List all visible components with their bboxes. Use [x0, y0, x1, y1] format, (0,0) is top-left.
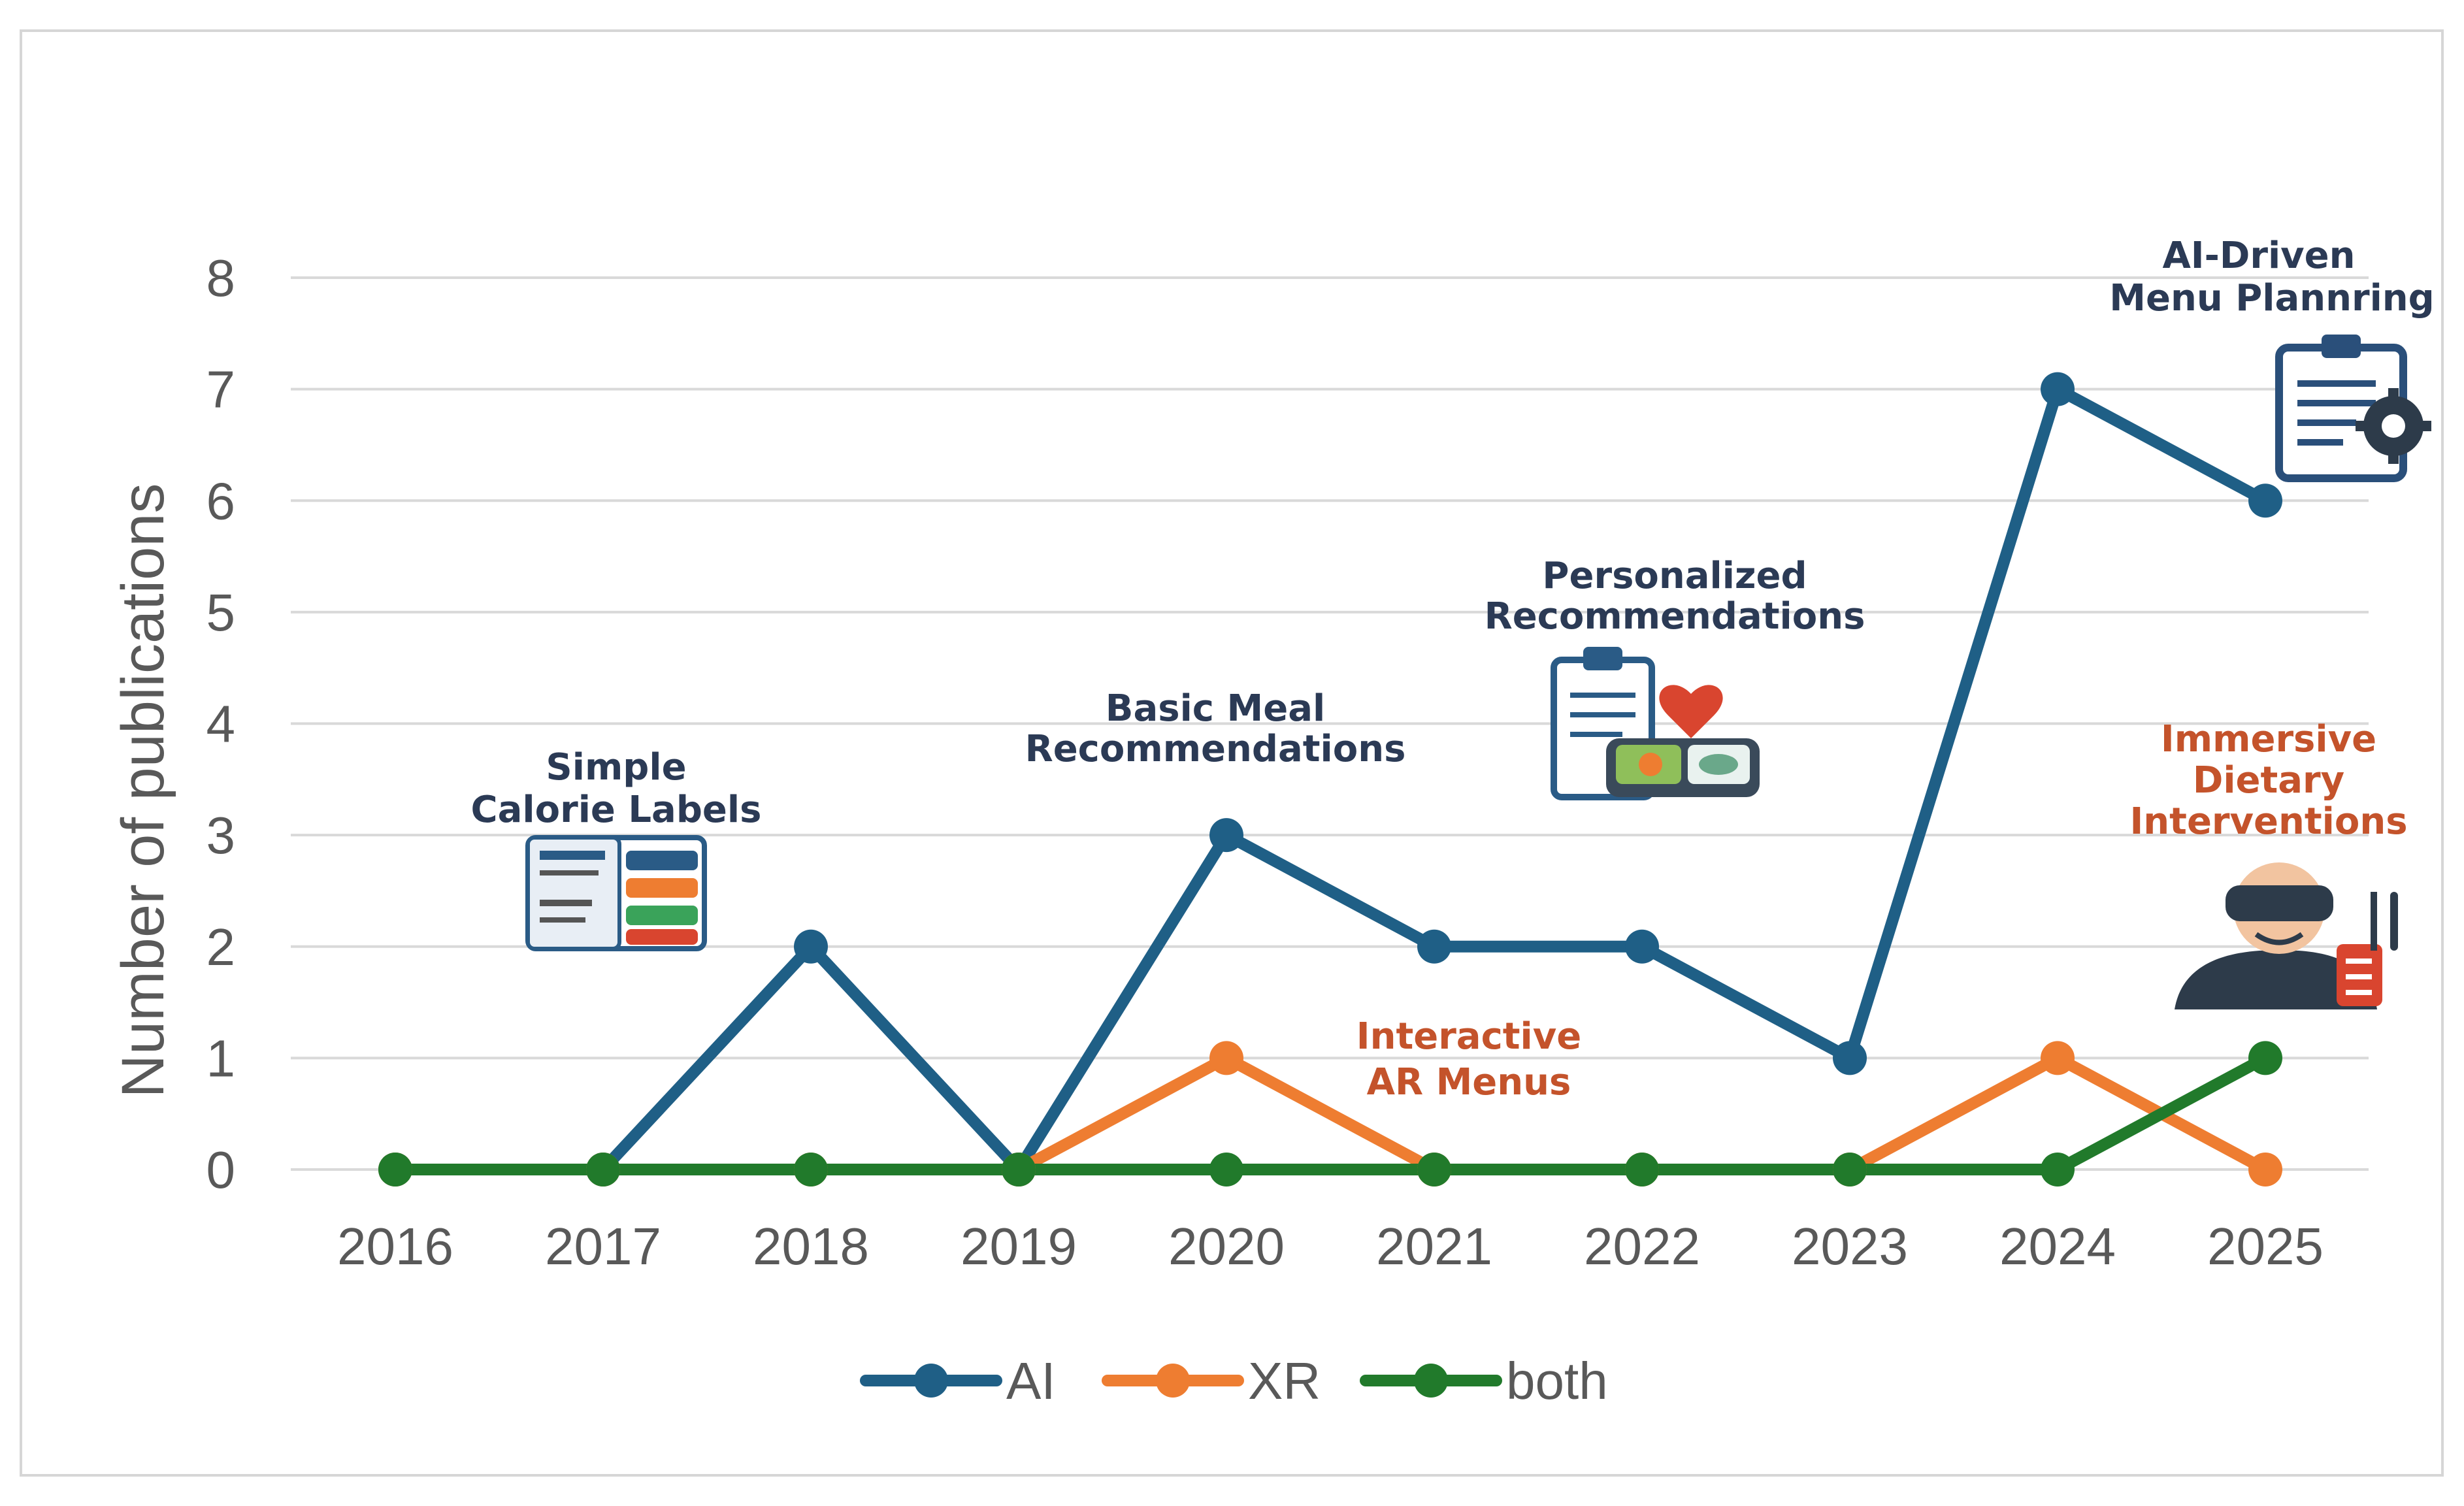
annotation-interactive-ar-menus: Interactive AR Menus	[1356, 1015, 1582, 1104]
clipboard-gear-icon	[2275, 335, 2431, 482]
legend-swatch-marker	[1414, 1364, 1448, 1398]
data-point-both	[1625, 1153, 1659, 1187]
x-tick-label: 2024	[1999, 1217, 2116, 1275]
x-tick-label: 2016	[337, 1217, 453, 1275]
annotation-text: Simple	[546, 746, 686, 789]
annotation-text: Basic Meal	[1106, 687, 1325, 730]
series-markers	[378, 372, 2282, 1187]
series-line-both	[389, 1052, 2271, 1175]
annotation-text: AR Menus	[1367, 1061, 1571, 1104]
y-tick-label: 8	[206, 249, 236, 307]
data-point-ai	[2041, 372, 2075, 406]
data-point-xr	[2248, 1153, 2282, 1187]
y-tick-label: 7	[206, 361, 236, 419]
y-tick-label: 3	[206, 806, 236, 864]
annotation-text: Personalized	[1542, 555, 1807, 597]
data-point-ai	[1625, 929, 1659, 964]
data-point-ai	[1209, 818, 1243, 853]
x-tick-label: 2019	[961, 1217, 1077, 1275]
annotation-text: Recommendations	[1485, 595, 1865, 638]
data-point-both	[586, 1153, 620, 1187]
data-point-both	[1002, 1153, 1036, 1187]
annotation-text: Calorie Labels	[471, 789, 762, 831]
legend-item-xr: XR	[1102, 1352, 1321, 1410]
x-tick-label: 2017	[545, 1217, 661, 1275]
legend-label: both	[1506, 1352, 1608, 1410]
data-point-both	[1209, 1153, 1243, 1187]
annotation-text: Interactive	[1356, 1015, 1582, 1058]
clipboard-food-tray-icon	[1551, 647, 1760, 800]
chart-frame	[20, 29, 2444, 1477]
y-tick-label: 0	[206, 1141, 236, 1199]
annotation-text: Recommendations	[1025, 728, 1406, 770]
series-lines	[389, 383, 2271, 1175]
annotation-text: Immersive	[2161, 718, 2376, 761]
data-point-both	[2248, 1041, 2282, 1075]
data-point-both	[378, 1153, 412, 1187]
y-tick-label: 1	[206, 1029, 236, 1087]
x-tick-label: 2020	[1168, 1217, 1285, 1275]
annotation-personalized-recommendations: Personalized Recommendations	[1485, 555, 1865, 638]
legend-label: AI	[1006, 1352, 1056, 1410]
vr-headset-person-icon	[2175, 862, 2398, 1009]
series-line-xr	[389, 1052, 2271, 1175]
series-line-ai	[389, 383, 2271, 1175]
x-tick-label: 2022	[1584, 1217, 1700, 1275]
legend-item-both: both	[1360, 1352, 1608, 1410]
data-point-ai	[1833, 1041, 1867, 1075]
x-tick-label: 2021	[1376, 1217, 1492, 1275]
legend-item-ai: AI	[860, 1352, 1056, 1410]
data-point-both	[794, 1153, 828, 1187]
calorie-label-icon	[525, 835, 707, 951]
y-tick-label: 4	[206, 695, 236, 753]
data-point-ai	[1417, 929, 1451, 964]
legend-swatch-marker	[914, 1364, 948, 1398]
annotation-simple-calorie-labels: Simple Calorie Labels	[471, 746, 762, 831]
legend-swatch-marker	[1156, 1364, 1190, 1398]
legend-label: XR	[1248, 1352, 1321, 1410]
y-tick-label: 5	[206, 583, 236, 642]
data-point-both	[1417, 1153, 1451, 1187]
annotation-text: Menu Plannring	[2109, 277, 2434, 319]
data-point-ai	[2248, 483, 2282, 518]
x-axis-ticks: 2016 2017 2018 2019 2020 2021 2022 2023 2024 2025	[337, 1217, 2324, 1275]
annotation-text: Interventions	[2129, 800, 2407, 843]
y-tick-label: 2	[206, 918, 236, 976]
data-point-xr	[1209, 1041, 1243, 1075]
data-point-xr	[2041, 1041, 2075, 1075]
x-tick-label: 2023	[1792, 1217, 1908, 1275]
annotation-basic-meal-recommendations: Basic Meal Recommendations	[1025, 687, 1406, 770]
annotation-immersive-dietary-interventions: Immersive Dietary Interventions	[2129, 718, 2407, 843]
annotation-text: Dietary	[2193, 759, 2344, 802]
annotation-ai-driven-menu-planning: AI-Driven Menu Plannring	[2109, 235, 2434, 319]
y-axis-label: Number of publications	[110, 483, 176, 1098]
annotation-text: AI-Driven	[2162, 235, 2355, 277]
y-tick-label: 6	[206, 472, 236, 530]
y-axis-ticks: 0 1 2 3 4 5 6 7 8	[206, 249, 236, 1199]
x-tick-label: 2018	[753, 1217, 869, 1275]
x-tick-label: 2025	[2207, 1217, 2324, 1275]
gridlines	[291, 276, 2369, 1171]
legend: AI XR both	[860, 1352, 1608, 1410]
data-point-ai	[794, 929, 828, 964]
data-point-both	[1833, 1153, 1867, 1187]
data-point-both	[2041, 1153, 2075, 1187]
